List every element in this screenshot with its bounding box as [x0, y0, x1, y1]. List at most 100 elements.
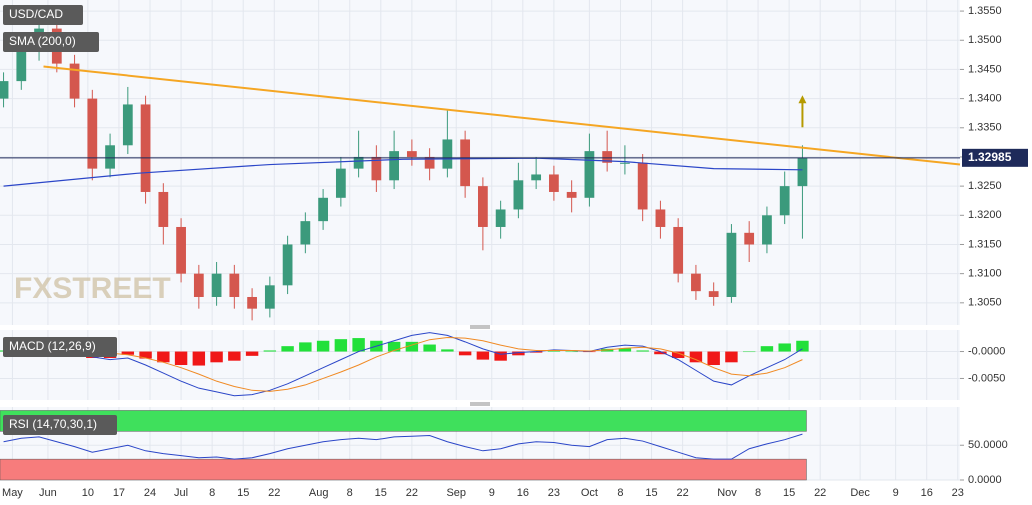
- candle-body: [247, 296, 257, 309]
- panel-label-box: [3, 337, 117, 357]
- histogram-bar: [263, 350, 277, 352]
- candle-body: [566, 191, 577, 198]
- panel-label: RSI (14,70,30,1): [3, 415, 117, 435]
- candle-body: [122, 104, 133, 146]
- x-tick-label: 15: [375, 487, 387, 499]
- candle-body: [708, 291, 719, 297]
- y-tick-label: 1.3250: [968, 180, 1002, 192]
- x-tick-label: Oct: [581, 487, 598, 499]
- rsi-zone: [0, 458, 807, 481]
- candle-body: [478, 186, 488, 227]
- candle-body: [406, 151, 417, 157]
- candle-body: [353, 156, 364, 169]
- indicator-line: [3, 332, 803, 397]
- labels: May Jun 10 17 24 Jul 8 15 22 Aug 8 15 22 Sep 9 16 23 Oct 8…: [2, 5, 1028, 499]
- histogram-bar: [778, 343, 791, 352]
- histogram-bar: [547, 351, 561, 352]
- candle-body: [16, 51, 27, 82]
- watermark: FXSTREET: [14, 272, 171, 305]
- histogram-bar: [210, 351, 223, 363]
- panel-label: USD/CAD: [3, 5, 83, 25]
- trendline: [43, 65, 961, 166]
- rsi-zone: [0, 410, 807, 432]
- x-tick-label: 16: [921, 487, 933, 499]
- panel-label-box: [3, 415, 117, 435]
- histogram-bar: [494, 351, 507, 361]
- panel-label-text: MACD (12,26,9): [9, 339, 96, 353]
- panel-label-box: [3, 32, 99, 52]
- histogram-bar: [725, 351, 738, 363]
- histogram-bar: [228, 351, 241, 361]
- histogram-bar: [760, 346, 774, 352]
- histogram-bar: [316, 340, 330, 352]
- x-tick-label: 15: [783, 487, 795, 499]
- panel-label: SMA (200,0): [3, 32, 99, 52]
- y-tick-label: 1.3450: [968, 63, 1002, 75]
- candle-body: [797, 157, 808, 187]
- y-tick-label: 1.3150: [968, 238, 1002, 250]
- histogram-bar: [121, 351, 135, 355]
- candle-body: [620, 162, 630, 164]
- last-price-label: 1.32985: [968, 150, 1012, 164]
- candle-body: [513, 180, 524, 210]
- candle-body: [691, 273, 701, 292]
- x-tick-label: 24: [144, 487, 156, 499]
- x-tick-label: 22: [406, 487, 418, 499]
- candle-body: [282, 244, 293, 286]
- candle-body: [69, 63, 80, 99]
- candle-body: [229, 273, 240, 297]
- x-tick-label: Aug: [309, 487, 329, 499]
- candle-body: [495, 209, 506, 227]
- y-tick-label: 1.3350: [968, 122, 1002, 134]
- y-tick-label: 1.3200: [968, 209, 1002, 221]
- histogram-bar: [405, 341, 419, 352]
- candle-body: [264, 285, 275, 309]
- candle-body: [726, 232, 737, 297]
- histogram-bar: [441, 349, 454, 352]
- x-tick-label: Jul: [174, 487, 188, 499]
- candle-body: [549, 174, 559, 192]
- y-tick-label: 1.3400: [968, 93, 1002, 105]
- x-tick-label: 22: [268, 487, 280, 499]
- x-tick-label: 9: [893, 487, 899, 499]
- candle-body: [460, 139, 471, 187]
- panel-label-text: SMA (200,0): [9, 34, 76, 48]
- candle-body: [335, 168, 346, 198]
- y-tick-label: 1.3100: [968, 268, 1002, 280]
- histogram-bar: [387, 341, 401, 352]
- histogram-bar: [423, 344, 436, 352]
- histogram-bar: [671, 351, 685, 358]
- histogram-bar: [157, 351, 170, 363]
- candle-body: [673, 226, 684, 274]
- x-tick-label: May: [2, 487, 23, 499]
- histogram-bar: [192, 351, 206, 366]
- histogram-bar: [689, 351, 703, 363]
- histogram-bar: [174, 351, 188, 365]
- candle-body: [779, 186, 790, 216]
- candle-body: [655, 209, 666, 227]
- candle-body: [371, 156, 382, 181]
- arrow-head: [798, 95, 807, 104]
- candle-body: [158, 191, 169, 227]
- histogram-bar: [742, 351, 756, 353]
- y-tick-label: 50.0000: [968, 439, 1008, 451]
- histogram-bar: [565, 351, 578, 353]
- y-tick-label: 0.0000: [968, 474, 1002, 486]
- candle-body: [637, 162, 648, 210]
- x-tick-label: 8: [209, 487, 215, 499]
- x-tick-label: 16: [517, 487, 529, 499]
- candle-body: [211, 273, 222, 297]
- candle-body: [105, 145, 115, 169]
- indicator-line: [3, 337, 803, 392]
- histogram-bar: [458, 351, 472, 356]
- x-tick-label: 15: [237, 487, 249, 499]
- x-tick-label: 23: [548, 487, 560, 499]
- x-tick-label: 17: [113, 487, 125, 499]
- candle-body: [762, 215, 772, 245]
- histogram-bar: [139, 351, 152, 359]
- histogram-bar: [529, 351, 543, 353]
- panel-label-box: [3, 5, 83, 25]
- histogram-bar: [796, 340, 809, 352]
